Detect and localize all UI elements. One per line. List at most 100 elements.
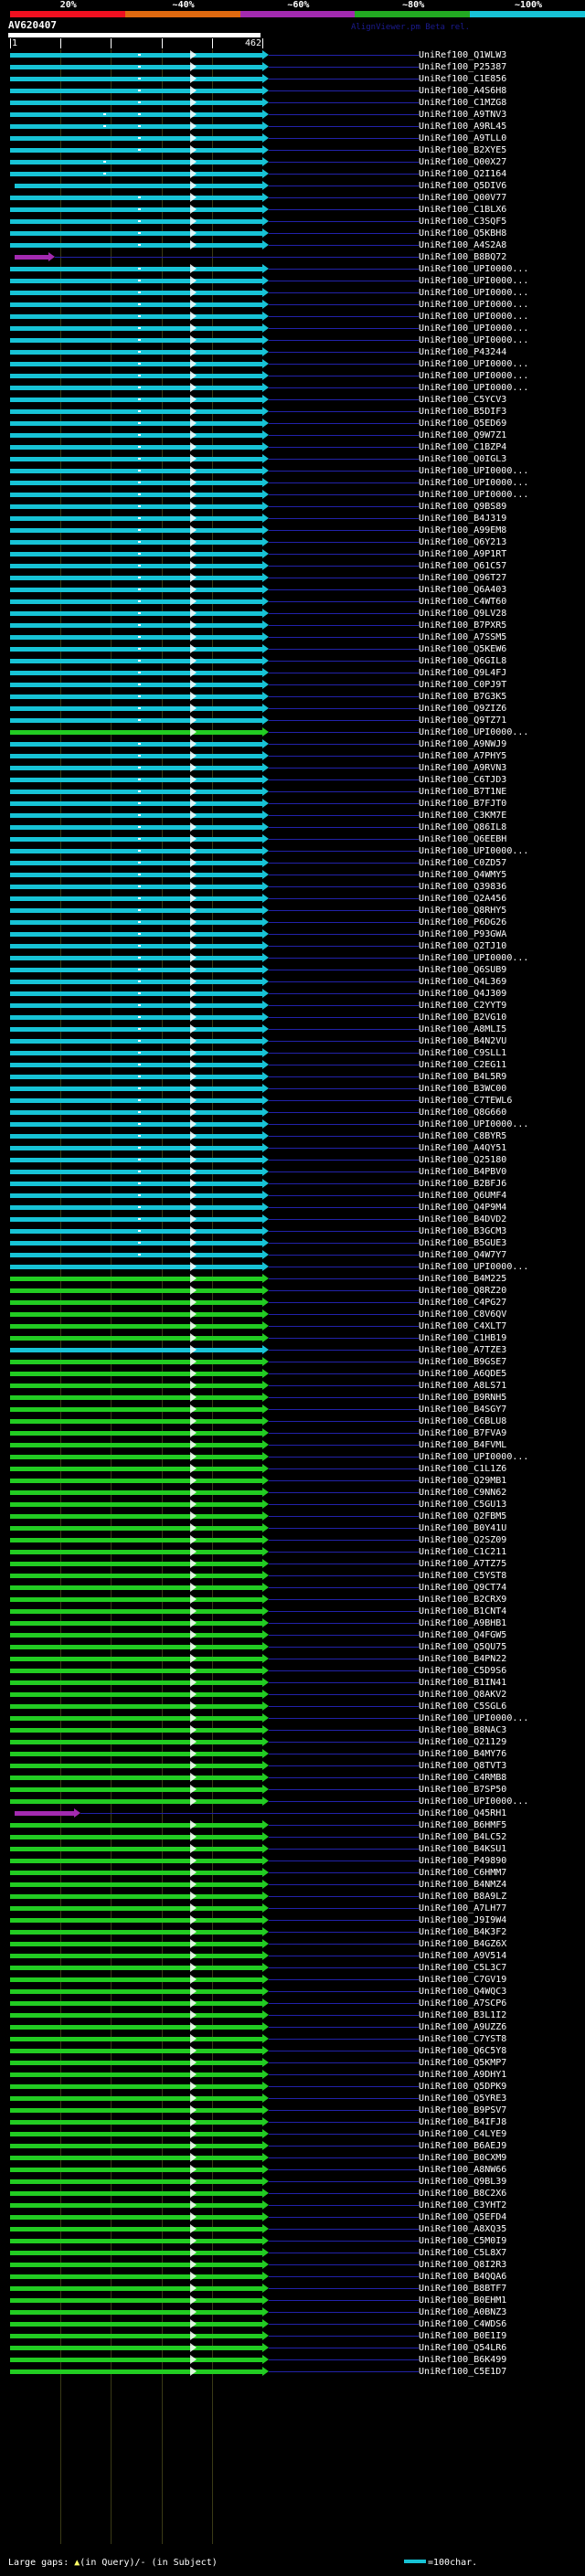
- hsp-bar[interactable]: [10, 89, 262, 93]
- hsp-bar[interactable]: [10, 647, 262, 652]
- hsp-bar[interactable]: [10, 778, 262, 782]
- subject-label[interactable]: UniRef100_A9TLL0: [419, 133, 507, 143]
- hsp-bar[interactable]: [10, 1966, 262, 1970]
- hsp-bar[interactable]: [10, 528, 262, 533]
- subject-label[interactable]: UniRef100_Q9LV28: [419, 609, 507, 619]
- alignment-row[interactable]: UniRef100_Q6Y213: [0, 536, 585, 548]
- subject-label[interactable]: UniRef100_A0BNZ3: [419, 2307, 507, 2317]
- alignment-row[interactable]: UniRef100_UPI0000...: [0, 311, 585, 323]
- subject-label[interactable]: UniRef100_C5YCV3: [419, 395, 507, 405]
- alignment-row[interactable]: UniRef100_Q2FBM5: [0, 1511, 585, 1522]
- hsp-bar[interactable]: [10, 2369, 262, 2374]
- alignment-row[interactable]: UniRef100_C1L1Z6: [0, 1463, 585, 1475]
- subject-label[interactable]: UniRef100_C3KM7E: [419, 811, 507, 821]
- alignment-row[interactable]: UniRef100_Q9TZ71: [0, 715, 585, 726]
- alignment-row[interactable]: UniRef100_A9DHY1: [0, 2069, 585, 2081]
- hsp-bar[interactable]: [10, 1752, 262, 1756]
- hsp-bar[interactable]: [10, 1467, 262, 1471]
- hsp-bar[interactable]: [10, 279, 262, 283]
- alignment-row[interactable]: UniRef100_B4L5R9: [0, 1071, 585, 1083]
- alignment-row[interactable]: UniRef100_UPI0000...: [0, 370, 585, 382]
- hsp-bar[interactable]: [10, 2358, 262, 2362]
- alignment-row[interactable]: UniRef100_B4PBV0: [0, 1166, 585, 1178]
- subject-label[interactable]: UniRef100_Q39836: [419, 882, 507, 892]
- subject-label[interactable]: UniRef100_A9V514: [419, 1951, 507, 1961]
- alignment-row[interactable]: UniRef100_Q9W7Z1: [0, 429, 585, 441]
- alignment-row[interactable]: UniRef100_Q6UMF4: [0, 1190, 585, 1202]
- subject-label[interactable]: UniRef100_C3SQF5: [419, 217, 507, 227]
- alignment-row[interactable]: UniRef100_C5L8X7: [0, 2247, 585, 2259]
- alignment-row[interactable]: UniRef100_B0CXM9: [0, 2152, 585, 2164]
- subject-label[interactable]: UniRef100_B0EHM1: [419, 2295, 507, 2306]
- subject-label[interactable]: UniRef100_Q8TVT3: [419, 1761, 507, 1771]
- subject-label[interactable]: UniRef100_C1L1Z6: [419, 1464, 507, 1474]
- hsp-bar[interactable]: [10, 2108, 262, 2113]
- alignment-row[interactable]: UniRef100_A7SCP6: [0, 1998, 585, 2009]
- hsp-bar[interactable]: [10, 53, 262, 58]
- alignment-row[interactable]: UniRef100_Q5ED69: [0, 418, 585, 429]
- hsp-bar[interactable]: [10, 1110, 262, 1115]
- subject-label[interactable]: UniRef100_B9RNH5: [419, 1393, 507, 1403]
- subject-label[interactable]: UniRef100_B4K3F2: [419, 1927, 507, 1937]
- alignment-row[interactable]: UniRef100_C5L3C7: [0, 1962, 585, 1974]
- hsp-bar[interactable]: [10, 1954, 262, 1958]
- hsp-bar[interactable]: [10, 1431, 262, 1436]
- alignment-row[interactable]: UniRef100_C6HMM7: [0, 1867, 585, 1879]
- alignment-row[interactable]: UniRef100_A7PHY5: [0, 750, 585, 762]
- hsp-bar[interactable]: [10, 2084, 262, 2089]
- hsp-bar[interactable]: [10, 1847, 262, 1851]
- hsp-bar[interactable]: [10, 825, 262, 830]
- subject-label[interactable]: UniRef100_B2VG10: [419, 1012, 507, 1023]
- subject-label[interactable]: UniRef100_B7G3K5: [419, 692, 507, 702]
- hsp-bar[interactable]: [10, 683, 262, 687]
- subject-label[interactable]: UniRef100_B2XYE5: [419, 145, 507, 155]
- alignment-row[interactable]: UniRef100_C4RMB8: [0, 1772, 585, 1784]
- alignment-row[interactable]: UniRef100_A9TLL0: [0, 133, 585, 144]
- alignment-row[interactable]: UniRef100_Q61C57: [0, 560, 585, 572]
- hsp-bar[interactable]: [14, 1811, 75, 1816]
- alignment-row[interactable]: UniRef100_B3L1I2: [0, 2009, 585, 2021]
- hsp-bar[interactable]: [10, 433, 262, 438]
- alignment-row[interactable]: UniRef100_A9BHB1: [0, 1617, 585, 1629]
- subject-label[interactable]: UniRef100_Q2SZ09: [419, 1535, 507, 1545]
- hsp-bar[interactable]: [10, 2001, 262, 2006]
- alignment-row[interactable]: UniRef100_UPI0000...: [0, 358, 585, 370]
- hsp-bar[interactable]: [10, 1407, 262, 1412]
- hsp-bar[interactable]: [10, 790, 262, 794]
- alignment-row[interactable]: UniRef100_Q96T27: [0, 572, 585, 584]
- alignment-row[interactable]: UniRef100_C7TEWL6: [0, 1095, 585, 1107]
- subject-label[interactable]: UniRef100_Q2A456: [419, 894, 507, 904]
- subject-label[interactable]: UniRef100_Q45RH1: [419, 1808, 507, 1818]
- hsp-bar[interactable]: [10, 2215, 262, 2220]
- alignment-row[interactable]: UniRef100_Q8I2R3: [0, 2259, 585, 2271]
- alignment-row[interactable]: UniRef100_Q4L369: [0, 976, 585, 988]
- hsp-bar[interactable]: [10, 1217, 262, 1222]
- alignment-row[interactable]: UniRef100_Q8AKV2: [0, 1689, 585, 1701]
- hsp-bar[interactable]: [10, 386, 262, 390]
- hsp-bar[interactable]: [10, 65, 262, 69]
- subject-label[interactable]: UniRef100_B4NMZ4: [419, 1880, 507, 1890]
- alignment-row[interactable]: UniRef100_P6DG26: [0, 917, 585, 928]
- alignment-row[interactable]: UniRef100_Q6GIL8: [0, 655, 585, 667]
- alignment-row[interactable]: UniRef100_Q8G660: [0, 1107, 585, 1118]
- subject-label[interactable]: UniRef100_A7SSM5: [419, 632, 507, 642]
- alignment-row[interactable]: UniRef100_Q9CT74: [0, 1582, 585, 1594]
- subject-label[interactable]: UniRef100_UPI0000...: [419, 1452, 529, 1462]
- subject-label[interactable]: UniRef100_C1BLX6: [419, 205, 507, 215]
- subject-label[interactable]: UniRef100_Q8RZ20: [419, 1286, 507, 1296]
- alignment-row[interactable]: UniRef100_UPI0000...: [0, 1261, 585, 1273]
- subject-label[interactable]: UniRef100_Q29MB1: [419, 1476, 507, 1486]
- subject-label[interactable]: UniRef100_P93GWA: [419, 929, 507, 939]
- subject-label[interactable]: UniRef100_Q25180: [419, 1155, 507, 1165]
- alignment-row[interactable]: UniRef100_Q25180: [0, 1154, 585, 1166]
- subject-label[interactable]: UniRef100_Q5YRE3: [419, 2094, 507, 2104]
- subject-label[interactable]: UniRef100_B1IN41: [419, 1678, 507, 1688]
- subject-label[interactable]: UniRef100_A9RVN3: [419, 763, 507, 773]
- subject-label[interactable]: UniRef100_B8A9LZ: [419, 1892, 507, 1902]
- subject-label[interactable]: UniRef100_B6K499: [419, 2355, 507, 2365]
- subject-label[interactable]: UniRef100_C4RMB8: [419, 1773, 507, 1783]
- alignment-row[interactable]: UniRef100_B7SP50: [0, 1784, 585, 1796]
- alignment-row[interactable]: UniRef100_B8NAC3: [0, 1724, 585, 1736]
- hsp-bar[interactable]: [10, 1526, 262, 1531]
- hsp-bar[interactable]: [10, 564, 262, 568]
